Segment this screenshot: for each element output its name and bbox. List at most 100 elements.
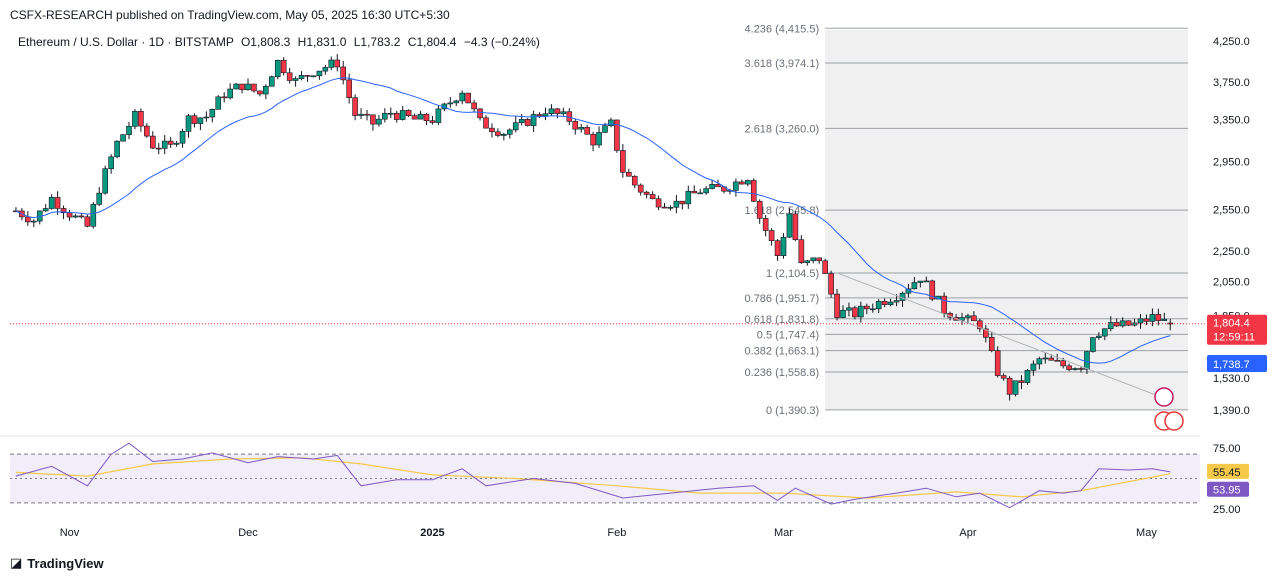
candle-body [239,83,245,91]
candle-body [465,92,471,104]
x-axis-tick-label: Apr [959,527,976,539]
candle-body [875,301,882,310]
rsi-line [15,442,1171,509]
candle-body [923,280,930,283]
fib-level-label: 0.236 (1,558.8) [745,367,820,379]
candle-body [620,150,626,173]
candle-body [90,204,97,227]
x-axis-tick-label: Mar [774,527,793,539]
rsi-tag-value: 53.95 [1213,485,1241,497]
candle-body [590,133,596,146]
candle-body [625,171,632,177]
candle-body [429,120,436,123]
bar-countdown: 12:59:11 [1213,332,1255,344]
candle-body [1102,328,1108,337]
candle-body [274,59,281,77]
candle-body [637,184,644,193]
candle-body [1137,318,1144,324]
candle-body [739,181,745,185]
candle-body [512,122,519,131]
candle-body [346,79,352,98]
candle-body [268,76,275,87]
candle-body [1149,314,1156,322]
candle-body [292,78,299,81]
candle-body [1006,377,1013,395]
candle-body [1125,320,1132,326]
candle-body [483,117,489,129]
y-axis-tick-label: 2,050.0 [1213,277,1250,289]
candle-body [471,102,477,110]
candle-body [173,142,180,145]
candle-body [257,90,263,95]
rsi-axis-tick-label: 75.00 [1213,443,1241,455]
candle-body [750,180,757,202]
candle-body [786,213,793,238]
candle-body [417,113,424,120]
fib-level-label: 2.618 (3,260.0) [745,123,820,135]
candle-body [596,132,602,146]
candle-body [179,131,186,144]
economic-event-icon-2 [1164,411,1184,431]
legend-close: C1,804.4 [407,35,457,49]
candle-body [435,108,442,123]
legend-low: L1,783.2 [353,35,401,49]
fib-zone-background [825,30,1188,410]
candle-body [185,115,192,132]
candle-body [506,129,513,135]
candle-body [631,175,638,186]
candle-body [977,320,983,330]
tradingview-logo[interactable]: ◪ TradingView [10,556,104,571]
x-axis-tick-label: May [1136,527,1157,539]
candle-body [423,113,430,122]
candle-body [382,113,388,120]
candle-body [304,75,311,77]
candle-body [245,83,251,91]
candle-body [477,108,483,119]
candle-body [387,112,394,115]
candle-body [203,116,210,119]
moving-average-value: 1,738.7 [1213,359,1250,371]
candle-body [756,201,763,219]
candle-body [881,301,888,305]
candle-body [840,309,846,318]
rsi-tag [1207,481,1249,497]
candle-body [334,59,341,68]
fib-level-label: 0.786 (1,951.7) [745,293,820,305]
x-axis-tick-label: 2025 [420,527,444,539]
candle-body [982,328,989,338]
candle-body [280,59,287,74]
rsi-ma-tag [1207,463,1249,479]
candle-body [798,239,805,263]
candle-body [48,197,55,209]
candle-body [792,213,799,241]
candle-body [1090,337,1096,352]
x-axis-tick-label: Dec [238,527,258,539]
candle-body [768,230,775,241]
candle-body [501,134,507,136]
candle-body [25,216,31,223]
candle-body [1048,357,1055,361]
legend-open: O1,808.3 [240,35,291,49]
candle-body [828,273,834,295]
candle-body [447,102,454,105]
candle-body [251,83,257,92]
y-axis-tick-label: 1,530.0 [1213,373,1250,385]
candle-body [1096,335,1102,338]
legend-high: H1,831.0 [297,35,347,49]
candle-body [703,188,709,194]
candle-body [655,198,662,208]
candle-body [643,191,650,195]
candle-body [715,184,721,188]
event-flash-icon [1154,387,1174,407]
candle-body [1167,322,1174,325]
candle-body [1072,368,1078,370]
candle-body [328,59,335,68]
candle-body [554,108,561,114]
tradingview-brand-text: TradingView [27,556,104,571]
candle-body [971,315,977,322]
candle-body [453,100,460,104]
trend-line [836,272,1171,401]
candle-body [411,115,418,120]
candle-body [1161,318,1168,321]
